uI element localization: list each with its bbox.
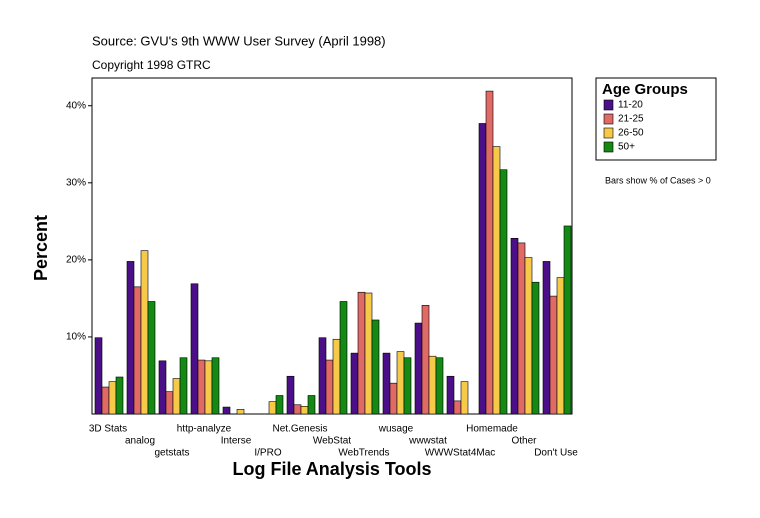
bar	[492, 146, 501, 415]
legend-label: 21-25	[618, 114, 644, 125]
bar	[403, 357, 412, 415]
y-tick-label: 10%	[66, 332, 86, 343]
legend-swatch	[603, 99, 614, 111]
x-tick-label: I/PRO	[254, 448, 281, 459]
x-tick-label: WebStat	[313, 436, 351, 447]
legend-title: Age Groups	[602, 81, 688, 98]
legend-label: 11-20	[618, 100, 643, 111]
x-tick-label: analog	[125, 436, 155, 447]
bar	[460, 381, 469, 415]
x-tick-label: WWWStat4Mac	[425, 448, 496, 459]
bar	[364, 292, 373, 415]
bar	[549, 295, 558, 415]
bar	[421, 305, 430, 415]
bar	[446, 375, 455, 415]
bar	[108, 381, 117, 415]
legend-label: 26-50	[618, 128, 644, 139]
x-tick-label: Net.Genesis	[272, 424, 327, 435]
bar	[133, 286, 142, 415]
bar	[531, 281, 540, 415]
bar	[389, 382, 398, 415]
bar	[382, 352, 391, 415]
bar	[293, 404, 302, 415]
x-tick-label: WebTrends	[338, 448, 389, 459]
bar	[94, 337, 103, 415]
bar	[140, 250, 149, 415]
bar	[147, 301, 156, 415]
x-tick-label: http-analyze	[177, 424, 232, 435]
bar	[318, 337, 327, 415]
y-tick-label: 40%	[66, 100, 86, 111]
x-tick-label: Interse	[221, 436, 252, 447]
bar	[371, 319, 380, 415]
bar	[222, 406, 231, 415]
bar	[204, 360, 213, 415]
bar	[172, 378, 181, 415]
bar	[236, 409, 245, 415]
bar	[165, 391, 174, 415]
legend-swatch	[603, 127, 614, 139]
legend-swatch	[603, 141, 614, 153]
bar	[350, 352, 359, 415]
x-tick-label: 3D Stats	[89, 424, 127, 435]
bar	[179, 357, 188, 415]
copyright: Copyright 1998 GTRC	[92, 58, 211, 72]
bar	[307, 395, 316, 415]
x-tick-label: Other	[511, 436, 537, 447]
subtitle: Source: GVU's 9th WWW User Survey (April…	[92, 33, 386, 48]
bar	[268, 401, 277, 415]
bar	[485, 90, 494, 415]
bar	[275, 395, 284, 415]
bar	[357, 291, 366, 415]
x-tick-label: wusage	[378, 424, 414, 435]
note: Bars show % of Cases > 0	[605, 175, 711, 185]
bar	[435, 357, 444, 415]
legend-swatch	[603, 113, 614, 125]
bar	[563, 225, 572, 415]
bar	[115, 376, 124, 415]
bar	[499, 169, 508, 415]
bar	[211, 357, 220, 415]
legend-box	[595, 77, 717, 161]
y-tick-label: 20%	[66, 255, 86, 266]
legend-label: 50+	[618, 142, 635, 153]
bar	[197, 359, 206, 415]
bar	[101, 386, 110, 415]
bar	[478, 123, 487, 415]
bar	[517, 242, 526, 415]
x-tick-label: getstats	[154, 448, 189, 459]
bar	[510, 237, 519, 415]
bar	[126, 261, 135, 415]
x-tick-label: Don't Use	[534, 448, 578, 459]
x-axis-label: Log File Analysis Tools	[232, 459, 431, 479]
bar	[325, 359, 334, 415]
bar	[542, 261, 551, 415]
bar	[556, 277, 565, 415]
bar	[332, 338, 341, 415]
bar	[524, 257, 533, 415]
bar	[158, 360, 167, 415]
bar	[286, 375, 295, 415]
bar	[300, 405, 309, 415]
x-tick-label: wwwstat	[408, 436, 447, 447]
bar	[396, 351, 405, 415]
bar	[428, 355, 437, 415]
x-tick-label: Homemade	[466, 424, 518, 435]
bar	[453, 400, 462, 415]
bar	[190, 283, 199, 415]
y-tick-label: 30%	[66, 177, 86, 188]
bar	[339, 301, 348, 415]
y-axis-label: Percent	[31, 215, 51, 281]
bar	[414, 322, 423, 415]
